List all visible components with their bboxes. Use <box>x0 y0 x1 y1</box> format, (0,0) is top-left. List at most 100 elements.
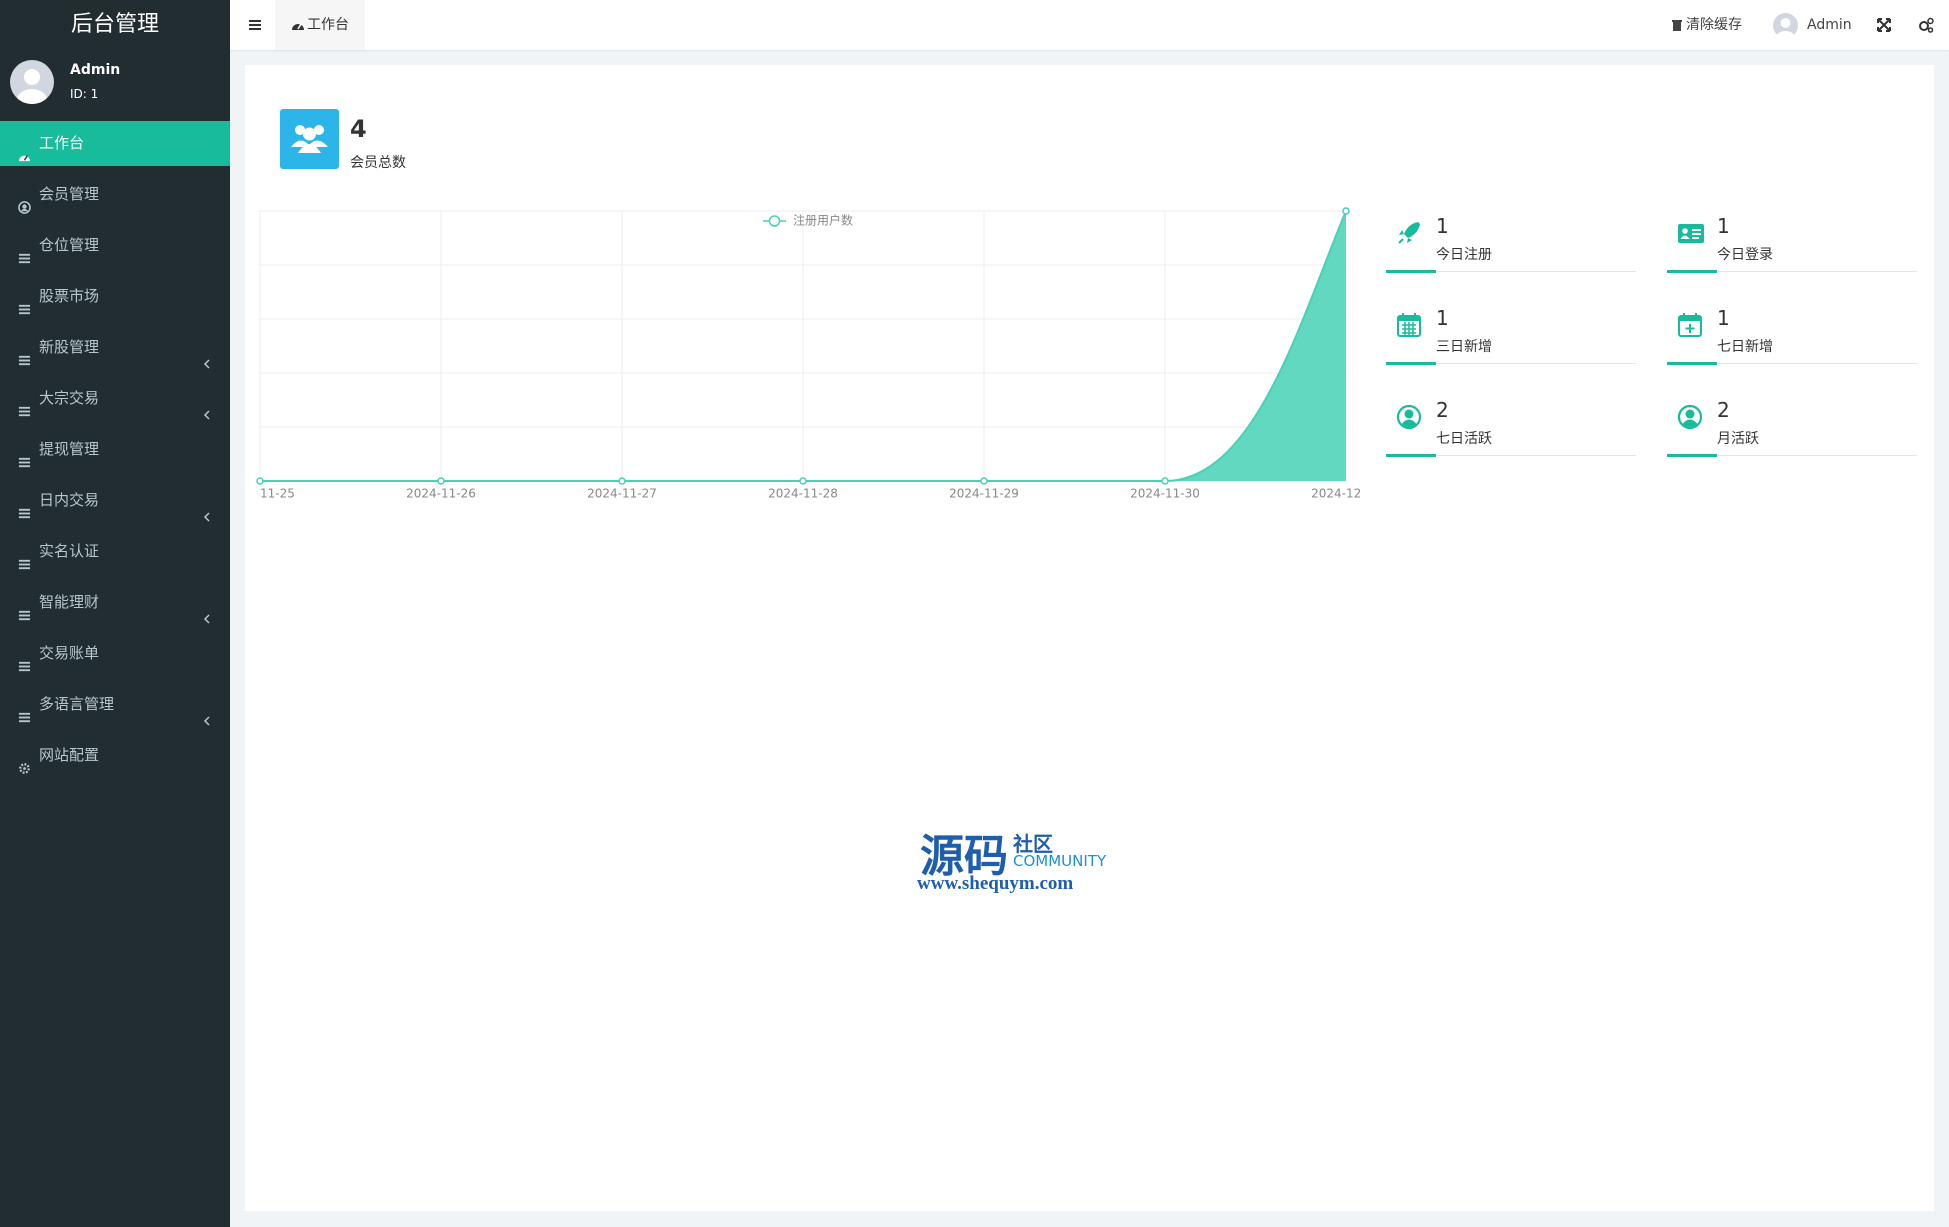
stat-label: 七日活跃 <box>1436 431 1492 447</box>
stat: 1 七日新增 <box>1667 306 1917 376</box>
menu-icon <box>18 391 31 436</box>
arrow-icon <box>203 512 210 522</box>
stat-line <box>1667 271 1917 272</box>
header-user[interactable]: Admin <box>1807 17 1852 33</box>
stat-icon <box>1396 404 1422 430</box>
menu-label: 提现管理 <box>39 440 100 458</box>
area <box>260 211 1346 481</box>
menu-icon <box>19 763 30 774</box>
header-avatar <box>1773 13 1798 38</box>
menu-icon <box>18 187 31 232</box>
menu-item[interactable]: 提现管理 <box>0 427 230 472</box>
tab[interactable]: 工作台 <box>275 0 365 50</box>
menu-icon <box>18 289 31 334</box>
arrow-icon <box>203 410 210 420</box>
menu-item[interactable]: 交易账单 <box>0 631 230 676</box>
menu-icon <box>18 646 31 691</box>
menu-label: 网站配置 <box>39 746 100 764</box>
menu-icon <box>18 457 31 468</box>
menu-icon <box>18 595 31 640</box>
stat-icon <box>1678 224 1704 243</box>
arrow-icon <box>203 359 210 369</box>
logo[interactable]: 后台管理 <box>70 12 159 37</box>
x-tick-label: 2024-11-28 <box>768 487 838 501</box>
stat-value: 1 <box>1717 214 1730 238</box>
x-tick-label: 2024-11-30 <box>1130 487 1200 501</box>
summary-icon <box>280 109 339 169</box>
menu-arrow <box>203 393 211 438</box>
stat-value: 1 <box>1717 306 1730 330</box>
stat-value: 1 <box>1436 214 1449 238</box>
stat-underline <box>1667 454 1717 457</box>
users-icon <box>291 125 328 153</box>
stat-underline <box>1667 270 1717 273</box>
menu-icon <box>18 442 31 487</box>
menu-icon <box>18 406 31 417</box>
arrow-icon <box>203 614 210 624</box>
menu-item[interactable]: 智能理财 <box>0 580 230 625</box>
menu-label: 会员管理 <box>39 185 100 203</box>
avatar-icon <box>17 69 47 104</box>
point <box>618 477 626 485</box>
watermark-sub: 社区 <box>1013 832 1053 856</box>
menu-icon <box>18 544 31 589</box>
summary-label: 会员总数 <box>350 155 406 171</box>
stat-label: 七日新增 <box>1717 339 1773 355</box>
avatar <box>10 60 54 104</box>
menu-icon <box>18 304 31 315</box>
stat-value: 1 <box>1436 306 1449 330</box>
menu-toggle[interactable] <box>248 18 262 32</box>
menu-icon <box>18 610 31 621</box>
stat: 2 月活跃 <box>1667 398 1917 468</box>
stat: 1 三日新增 <box>1386 306 1636 376</box>
stat: 1 今日注册 <box>1386 214 1636 284</box>
menu-label: 智能理财 <box>39 593 100 611</box>
x-tick-label: 2024-11-25 <box>245 487 295 501</box>
stat-icon <box>1398 222 1420 244</box>
legend-label: 注册用户数 <box>793 213 853 228</box>
x-tick-label: 2024-11-27 <box>587 487 657 501</box>
x-axis-labels: 2024-11-25 2024-11-26 2024-11-27 2024-11-28… <box>245 487 1360 501</box>
menu-item[interactable]: 实名认证 <box>0 529 230 574</box>
menu-icon <box>18 238 31 283</box>
stat-label: 三日新增 <box>1436 339 1492 355</box>
legend-marker <box>768 215 781 227</box>
menu-item[interactable]: 新股管理 <box>0 325 230 370</box>
stat-underline <box>1386 362 1436 365</box>
stat-value: 2 <box>1436 398 1449 422</box>
menu-item[interactable]: 会员管理 <box>0 172 230 217</box>
stat-icon <box>1677 404 1703 430</box>
tab-icon <box>292 23 304 30</box>
menu-item[interactable]: 大宗交易 <box>0 376 230 421</box>
settings-icon[interactable] <box>1918 17 1934 33</box>
menu-icon <box>18 493 31 538</box>
menu-label: 新股管理 <box>39 338 100 356</box>
menu-icon <box>18 355 31 366</box>
x-tick-label: 2024-11-26 <box>406 487 476 501</box>
stat-line <box>1386 271 1636 272</box>
stat-icon <box>1397 313 1421 337</box>
menu-item[interactable]: 仓位管理 <box>0 223 230 268</box>
menu-icon <box>18 748 31 793</box>
menu-item[interactable]: 网站配置 <box>0 733 230 778</box>
menu-item[interactable]: 多语言管理 <box>0 682 230 727</box>
summary-value: 4 <box>350 115 367 143</box>
chart: 2024-11-25 2024-11-26 2024-11-27 2024-11-28… <box>245 207 1360 501</box>
clear-cache[interactable]: 清除缓存 <box>1686 17 1742 33</box>
stat-line <box>1667 363 1917 364</box>
stat-value: 2 <box>1717 398 1730 422</box>
menu-label: 实名认证 <box>39 542 100 560</box>
menu-icon <box>18 508 31 519</box>
fullscreen-icon[interactable] <box>1877 18 1891 32</box>
menu-item[interactable]: 工作台 <box>0 121 230 166</box>
menu-arrow <box>203 495 211 540</box>
stat-line <box>1386 455 1636 456</box>
menu-icon <box>18 697 31 742</box>
menu-icon <box>18 340 31 385</box>
menu-item[interactable]: 股票市场 <box>0 274 230 319</box>
stat: 1 今日登录 <box>1667 214 1917 284</box>
menu-item[interactable]: 日内交易 <box>0 478 230 523</box>
user-name: Admin <box>70 62 121 78</box>
trash-icon <box>1672 20 1682 31</box>
